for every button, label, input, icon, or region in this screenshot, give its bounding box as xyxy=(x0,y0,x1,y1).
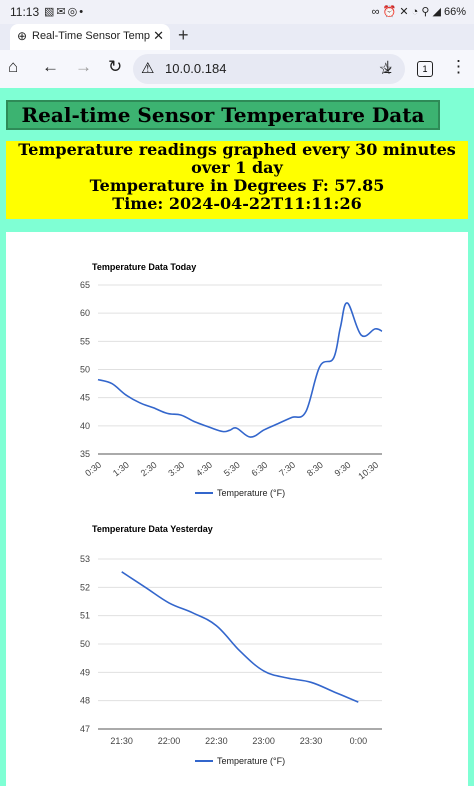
dot-icon: • xyxy=(79,6,86,18)
page-content: Real-time Sensor Temperature Data Temper… xyxy=(0,88,474,786)
x-tick-label: 3:30 xyxy=(166,460,186,479)
x-tick-label: 0:00 xyxy=(350,736,368,746)
y-tick-label: 55 xyxy=(80,336,90,346)
url-text[interactable]: 10.0.0.184 xyxy=(165,61,227,76)
tab-switcher-button[interactable]: 1 xyxy=(417,61,433,77)
x-tick-label: 21:30 xyxy=(110,736,133,746)
x-tick-label: 10:30 xyxy=(356,460,380,482)
system-icons: ∞ ⏰ ✕ ◔ ⚲ ◢ 66% xyxy=(372,5,466,18)
charts-card: Temperature Data Today 35 40 45 50 55 60 65 0:30… xyxy=(6,232,468,786)
sync-icon: ◎ xyxy=(67,6,80,18)
notification-icons: ▧✉◎• xyxy=(44,5,85,18)
back-icon[interactable]: ← xyxy=(42,57,59,76)
subtitle: Temperature readings graphed every 30 mi… xyxy=(18,140,456,177)
y-tick-label: 35 xyxy=(80,449,90,459)
series-line xyxy=(97,302,383,438)
chart-yesterday: Temperature Data Yesterday 47 48 49 50 51 52 53… xyxy=(80,524,382,766)
status-bar: 11:13 ▧✉◎• ∞ ⏰ ✕ ◔ ⚲ ◢ 66% xyxy=(0,0,474,24)
x-tick-label: 8:30 xyxy=(305,460,325,479)
signal-icon: ◢ xyxy=(432,6,441,18)
series-line xyxy=(121,571,359,703)
y-tick-label: 40 xyxy=(80,421,90,431)
menu-icon[interactable]: ⋮ xyxy=(450,57,467,76)
page-title: Real-time Sensor Temperature Data xyxy=(6,100,440,130)
reload-icon[interactable]: ↻ xyxy=(108,57,123,76)
y-tick-label: 45 xyxy=(80,393,90,403)
current-temperature: Temperature in Degrees F: 57.85 xyxy=(89,176,385,195)
legend-label: Temperature (°F) xyxy=(217,488,285,498)
chart-title: Temperature Data Yesterday xyxy=(92,524,213,534)
wifi-icon: ◔ xyxy=(411,6,419,18)
chart-title: Temperature Data Today xyxy=(92,262,196,272)
tab-title: Real-Time Sensor Temperat xyxy=(32,30,150,42)
globe-icon: ⊕ xyxy=(17,29,28,43)
gallery-icon: ▧ xyxy=(44,6,57,18)
y-tick-label: 49 xyxy=(80,667,90,677)
x-tick-label: 22:30 xyxy=(205,736,228,746)
close-icon[interactable]: ✕ xyxy=(153,28,164,43)
x-tick-label: 23:00 xyxy=(252,736,275,746)
link-icon: ∞ xyxy=(371,6,380,18)
warning-icon[interactable]: ⚠ xyxy=(141,60,155,77)
x-tick-label: 6:30 xyxy=(250,460,270,479)
x-tick-label: 9:30 xyxy=(333,460,353,479)
info-box: Temperature readings graphed every 30 mi… xyxy=(6,141,468,219)
x-tick-label: 0:30 xyxy=(83,460,103,479)
x-tick-label: 22:00 xyxy=(158,736,181,746)
home-icon[interactable]: ⌂ xyxy=(8,57,19,76)
y-tick-label: 50 xyxy=(80,639,90,649)
x-tick-label: 7:30 xyxy=(277,460,297,479)
status-time: 11:13 xyxy=(10,5,40,19)
download-icon[interactable]: ⤓ xyxy=(384,57,392,76)
mute-icon: ✕ xyxy=(399,6,409,18)
y-tick-label: 47 xyxy=(80,724,90,734)
y-tick-label: 52 xyxy=(80,582,90,592)
y-tick-label: 60 xyxy=(80,308,90,318)
battery-level: 66% xyxy=(443,6,466,18)
y-tick-label: 48 xyxy=(80,696,90,706)
bookmark-star-icon[interactable]: ☆ xyxy=(378,61,393,78)
address-bar[interactable]: ⚠ 10.0.0.184 ☆ xyxy=(133,54,405,84)
mail-icon: ✉ xyxy=(56,6,68,18)
browser-toolbar: ⌂ ← → ↻ ⚠ 10.0.0.184 ☆ ⤓ 1 ⋮ xyxy=(0,50,474,88)
chart-today: Temperature Data Today 35 40 45 50 55 60 65 0:30… xyxy=(80,262,383,498)
y-tick-label: 51 xyxy=(80,611,90,621)
forward-icon[interactable]: → xyxy=(75,57,92,76)
y-tick-label: 53 xyxy=(80,554,90,564)
tab-strip: ⊕ Real-Time Sensor Temperat ✕ + xyxy=(0,24,474,50)
x-tick-label: 2:30 xyxy=(139,460,159,479)
browser-tab[interactable]: ⊕ Real-Time Sensor Temperat ✕ xyxy=(10,24,170,50)
legend-label: Temperature (°F) xyxy=(217,756,285,766)
location-icon: ⚲ xyxy=(421,6,430,18)
new-tab-button[interactable]: + xyxy=(178,25,189,45)
x-tick-label: 1:30 xyxy=(111,460,131,479)
alarm-icon: ⏰ xyxy=(382,6,397,18)
x-tick-label: 4:30 xyxy=(194,460,214,479)
y-tick-label: 50 xyxy=(80,365,90,375)
y-tick-label: 65 xyxy=(80,280,90,290)
x-tick-label: 23:30 xyxy=(300,736,323,746)
current-time: Time: 2024-04-22T11:11:26 xyxy=(112,194,362,213)
x-tick-label: 5:30 xyxy=(222,460,242,479)
